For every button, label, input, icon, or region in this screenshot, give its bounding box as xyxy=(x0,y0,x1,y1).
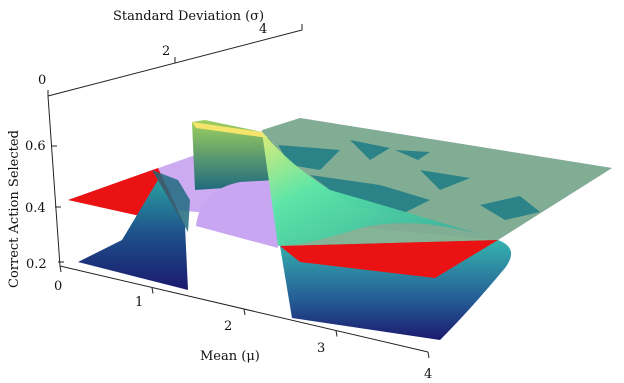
ridge-highlight xyxy=(192,122,268,138)
x-tick-label-1: 1 xyxy=(135,295,143,310)
z-ticks xyxy=(51,145,64,263)
z-tick-label-1: 0.4 xyxy=(25,201,46,216)
y-ticks xyxy=(47,24,303,96)
axis-z-line xyxy=(47,95,61,267)
z-axis-label: Correct Action Selected xyxy=(7,130,22,288)
y-tick-label-0: 0 xyxy=(38,73,46,88)
x-tick-label-2: 2 xyxy=(224,319,232,334)
x-axis-label: Mean (μ) xyxy=(200,349,260,364)
x-tick-label-4: 4 xyxy=(424,367,432,382)
left-wedge-surface xyxy=(152,170,190,232)
x-tick-label-0: 0 xyxy=(54,279,62,294)
decay-surface xyxy=(262,132,498,246)
left-low-surface xyxy=(78,180,188,290)
lavender-arch xyxy=(196,180,278,248)
x-tick-label-3: 3 xyxy=(317,341,325,356)
y-tick-label-2: 4 xyxy=(259,22,267,37)
teal-streaks xyxy=(278,140,540,220)
z-tick-label-0: 0.2 xyxy=(26,257,47,272)
ridge-top xyxy=(192,120,272,190)
red-plane-front xyxy=(280,240,498,278)
z-tick-label-2: 0.6 xyxy=(25,139,46,154)
x-ticks xyxy=(59,265,430,359)
y-tick-label-1: 2 xyxy=(162,44,170,59)
y-axis-label: Standard Deviation (σ) xyxy=(113,9,264,24)
